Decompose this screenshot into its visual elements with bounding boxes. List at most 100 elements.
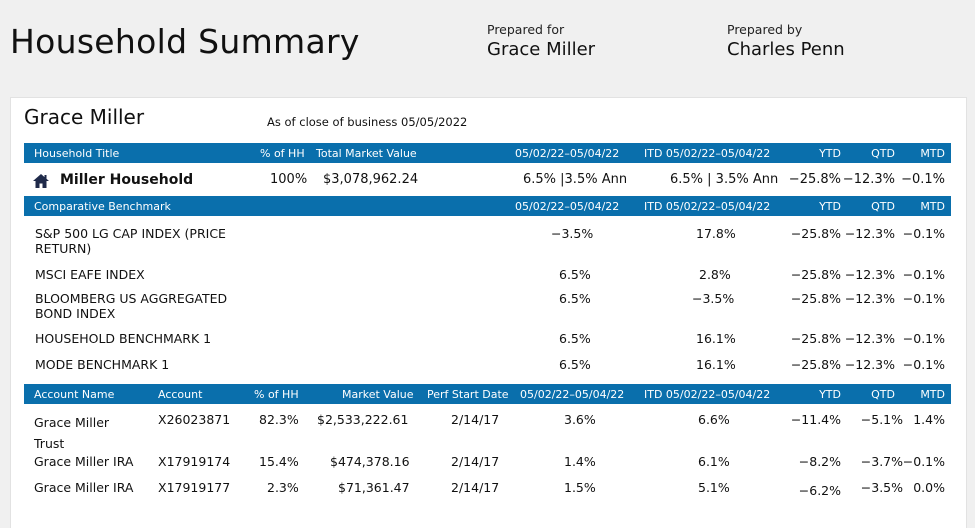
benchmark-row[interactable]: MSCI EAFE INDEX 6.5% 2.8% −25.8% −12.3% … <box>24 267 951 285</box>
benchmark-mtd: −0.1% <box>902 267 945 282</box>
col-household-title: Household Title <box>34 147 120 160</box>
account-mtd: 1.4% <box>913 412 945 427</box>
household-period: 6.5% |3.5% Ann <box>523 172 628 187</box>
account-qtd: −3.7% <box>860 454 903 469</box>
account-name: Grace Miller Trust <box>34 415 110 451</box>
account-number: X26023871 <box>158 412 231 427</box>
benchmark-qtd: −12.3% <box>844 226 895 241</box>
household-table-header: Household Title % of HH Total Market Val… <box>24 143 951 163</box>
col-pct-hh: % of HH <box>260 147 305 160</box>
col-account-name: Account Name <box>34 388 115 401</box>
benchmark-qtd: −12.3% <box>844 331 895 346</box>
benchmark-period: 6.5% <box>559 331 591 346</box>
col-ytd: YTD <box>819 147 841 160</box>
benchmark-row[interactable]: BLOOMBERG US AGGREGATED BOND INDEX 6.5% … <box>24 291 951 323</box>
col-total-market-value: Total Market Value <box>316 147 417 160</box>
household-title: Miller Household <box>60 172 194 188</box>
col-itd: ITD 05/02/22–05/04/22 <box>644 147 771 160</box>
household-row[interactable]: Miller Household 100% $3,078,962.24 6.5%… <box>24 172 951 192</box>
account-perf-start: 2/14/17 <box>451 480 500 495</box>
benchmark-name: MODE BENCHMARK 1 <box>35 357 170 372</box>
col-itd: ITD 05/02/22–05/04/22 <box>644 388 771 401</box>
col-mtd: MTD <box>920 147 945 160</box>
benchmark-period: 6.5% <box>559 291 591 306</box>
benchmark-period: 6.5% <box>559 357 591 372</box>
page-title: Household Summary <box>10 22 360 61</box>
col-itd: ITD 05/02/22–05/04/22 <box>644 200 771 213</box>
benchmark-itd: 17.8% <box>696 226 736 241</box>
account-period: 1.4% <box>564 454 596 469</box>
benchmark-qtd: −12.3% <box>844 357 895 372</box>
benchmark-period: 6.5% <box>559 267 591 282</box>
benchmark-itd: 16.1% <box>696 357 736 372</box>
benchmark-mtd: −0.1% <box>902 291 945 306</box>
account-name: Grace Miller IRA <box>34 454 134 469</box>
benchmark-itd: 2.8% <box>699 267 731 282</box>
household-ytd: −25.8% <box>788 172 841 187</box>
benchmark-table-header: Comparative Benchmark 05/02/22–05/04/22 … <box>24 196 951 216</box>
summary-card <box>10 97 967 528</box>
benchmark-ytd: −25.8% <box>790 226 841 241</box>
benchmark-name: S&P 500 LG CAP INDEX (PRICE RETURN) <box>35 226 226 256</box>
col-mtd: MTD <box>920 200 945 213</box>
account-row[interactable]: Grace Miller Trust X26023871 82.3% $2,53… <box>24 412 951 451</box>
account-number: X17919174 <box>158 454 231 469</box>
account-row[interactable]: Grace Miller IRA X17919174 15.4% $474,37… <box>24 454 951 472</box>
col-mtd: MTD <box>920 388 945 401</box>
benchmark-period: −3.5% <box>551 226 594 241</box>
benchmark-itd: −3.5% <box>692 291 735 306</box>
benchmark-name: BLOOMBERG US AGGREGATED BOND INDEX <box>35 291 228 321</box>
col-qtd: QTD <box>871 200 895 213</box>
col-ytd: YTD <box>819 388 841 401</box>
account-qtd: −3.5% <box>860 480 903 495</box>
prepared-by-label: Prepared by <box>727 22 803 37</box>
col-market-value: Market Value <box>342 388 414 401</box>
benchmark-name: HOUSEHOLD BENCHMARK 1 <box>35 331 212 346</box>
account-itd: 6.6% <box>698 412 730 427</box>
benchmark-row[interactable]: S&P 500 LG CAP INDEX (PRICE RETURN) −3.5… <box>24 226 951 258</box>
account-market-value: $2,533,222.61 <box>317 412 409 427</box>
prepared-for: Prepared for Grace Miller <box>487 22 595 60</box>
household-qtd: −12.3% <box>842 172 895 187</box>
account-name: Grace Miller IRA <box>34 480 134 495</box>
col-benchmark-title: Comparative Benchmark <box>34 200 171 213</box>
col-period: 05/02/22–05/04/22 <box>520 388 625 401</box>
benchmark-mtd: −0.1% <box>902 331 945 346</box>
benchmark-ytd: −25.8% <box>790 291 841 306</box>
account-period: 1.5% <box>564 480 596 495</box>
account-qtd: −5.1% <box>860 412 903 427</box>
benchmark-name: MSCI EAFE INDEX <box>35 267 145 282</box>
benchmark-itd: 16.1% <box>696 331 736 346</box>
account-row[interactable]: Grace Miller IRA X17919177 2.3% $71,361.… <box>24 480 951 498</box>
account-itd: 6.1% <box>698 454 730 469</box>
account-ytd: −8.2% <box>798 454 841 469</box>
benchmark-ytd: −25.8% <box>790 357 841 372</box>
household-itd: 6.5% | 3.5% Ann <box>670 172 779 187</box>
benchmark-qtd: −12.3% <box>844 267 895 282</box>
account-mtd: −0.1% <box>902 454 945 469</box>
benchmark-row[interactable]: MODE BENCHMARK 1 6.5% 16.1% −25.8% −12.3… <box>24 357 951 375</box>
prepared-for-label: Prepared for <box>487 22 565 37</box>
as-of-date: As of close of business 05/05/2022 <box>267 115 468 129</box>
account-pct-hh: 15.4% <box>259 454 299 469</box>
client-name: Grace Miller <box>24 105 145 129</box>
account-period: 3.6% <box>564 412 596 427</box>
account-pct-hh: 2.3% <box>267 480 299 495</box>
col-perf-start: Perf Start Date <box>427 388 509 401</box>
account-table-header: Account Name Account % of HH Market Valu… <box>24 384 951 404</box>
col-period: 05/02/22–05/04/22 <box>515 200 620 213</box>
account-mtd: 0.0% <box>913 480 945 495</box>
household-pct-hh: 100% <box>270 172 308 187</box>
account-number: X17919177 <box>158 480 231 495</box>
account-pct-hh: 82.3% <box>259 412 299 427</box>
benchmark-qtd: −12.3% <box>844 291 895 306</box>
household-mtd: −0.1% <box>901 172 945 187</box>
benchmark-ytd: −25.8% <box>790 331 841 346</box>
benchmark-mtd: −0.1% <box>902 226 945 241</box>
prepared-by-name: Charles Penn <box>727 39 845 60</box>
col-pct-hh: % of HH <box>254 388 299 401</box>
account-ytd: −6.2% <box>798 483 841 498</box>
benchmark-row[interactable]: HOUSEHOLD BENCHMARK 1 6.5% 16.1% −25.8% … <box>24 331 951 349</box>
account-ytd: −11.4% <box>790 412 841 427</box>
benchmark-ytd: −25.8% <box>790 267 841 282</box>
